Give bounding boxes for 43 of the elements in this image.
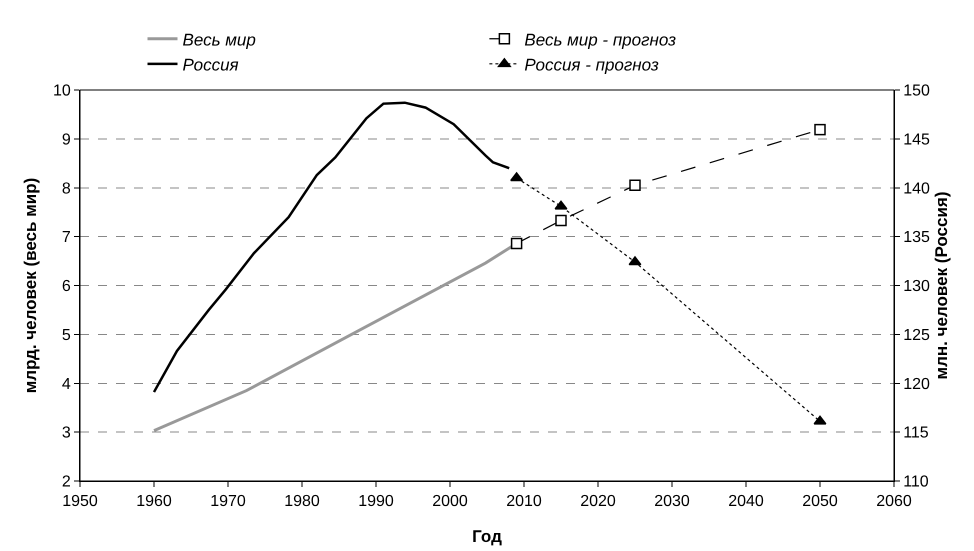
x-tick-label: 2050 [802,493,838,510]
y2-tick-label: 130 [903,278,930,296]
x-tick-label: 2010 [506,493,542,510]
x-tick-label: 2040 [728,493,764,510]
x-tick-label: 2060 [876,493,912,510]
x-tick-label: 2020 [580,493,616,510]
y-tick-label: 8 [62,180,71,198]
legend-label: Весь мир - прогноз [524,30,676,50]
y-tick-label: 10 [53,82,71,100]
y2-tick-label: 115 [903,424,929,442]
x-tick-label: 1970 [210,493,246,510]
y2-tick-label: 145 [903,131,930,148]
point [510,172,524,182]
y-tick-label: 7 [62,229,71,246]
x-tick-label: 1950 [62,493,98,510]
y2-tick-label: 120 [903,376,930,393]
y-tick-label: 3 [62,424,71,442]
y-axis-title: млрд. человек (весь мир) [21,178,40,394]
y-tick-label: 6 [62,278,71,296]
y2-tick-label: 125 [903,326,930,344]
legend-label: Россия [182,55,239,74]
y2-tick-label: 150 [903,82,930,100]
point [814,124,826,136]
y-tick-label: 4 [62,376,71,393]
legend-label: Весь мир [182,30,256,50]
y-tick-label: 9 [62,131,71,148]
x-tick-label: 1980 [284,493,320,510]
y2-tick-label: 135 [903,229,930,246]
x-tick-label: 2000 [432,493,468,510]
y2-axis-title: млн. человек (Россия) [932,192,951,380]
x-axis-title: Год [472,527,502,546]
y2-tick-label: 140 [903,180,930,198]
y-tick-label: 5 [62,326,71,344]
x-tick-label: 1990 [358,493,394,510]
x-tick-label: 2030 [654,493,690,510]
point [555,214,567,226]
line-series [152,101,510,394]
point [629,180,641,192]
x-tick-label: 1960 [136,493,172,510]
y2-tick-label: 110 [903,474,929,491]
point [510,238,522,250]
y-tick-label: 2 [62,474,71,491]
legend-label: Россия - прогноз [524,55,659,74]
